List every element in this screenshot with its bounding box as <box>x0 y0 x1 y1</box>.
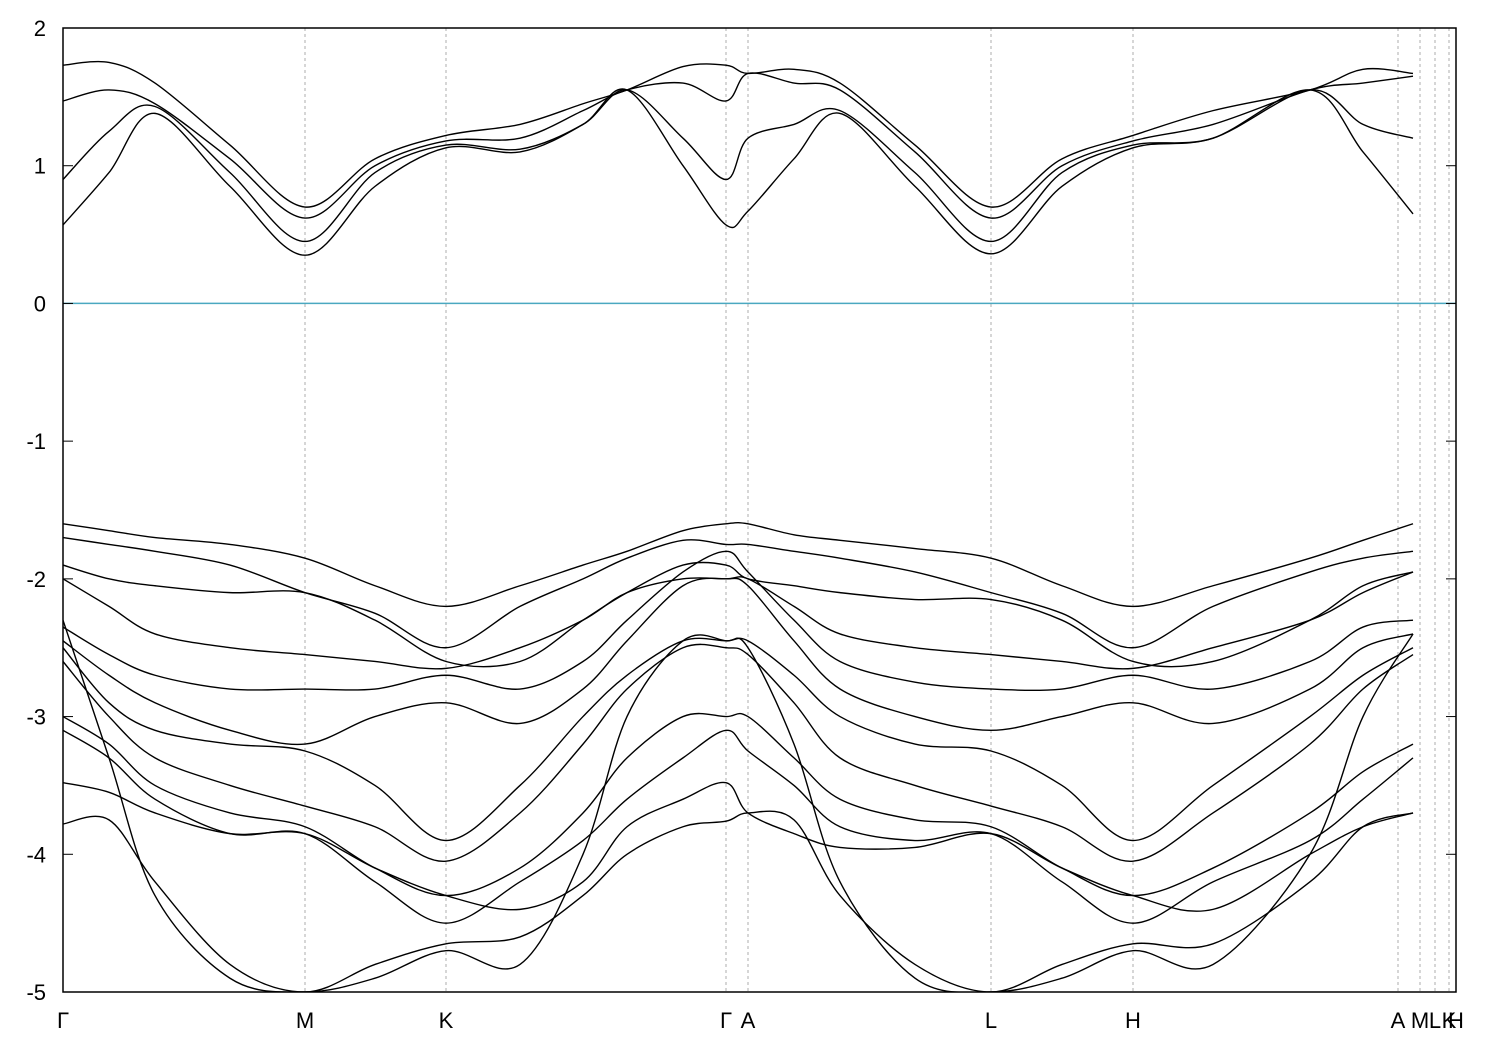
band-line <box>63 643 1414 862</box>
band-line <box>63 72 1414 219</box>
x-tick-label: K <box>1442 1008 1457 1033</box>
x-tick-label: Γ <box>57 1008 69 1033</box>
y-tick-label: 2 <box>34 16 46 41</box>
band-line <box>63 577 1414 746</box>
y-tick-label: -1 <box>26 429 46 454</box>
band-line <box>63 810 1414 992</box>
band-line <box>63 781 1414 912</box>
band-line <box>63 60 1414 208</box>
x-tick-label: Γ <box>720 1008 732 1033</box>
y-tick-label: -3 <box>26 705 46 730</box>
band-line <box>63 550 1414 692</box>
band-line <box>63 88 1414 256</box>
band-line <box>63 536 1414 649</box>
x-tick-label: M <box>296 1008 314 1033</box>
x-tick-label: A <box>1391 1008 1406 1033</box>
band-line <box>63 712 1414 897</box>
band-line <box>63 729 1414 924</box>
band-line <box>63 619 1414 992</box>
x-tick-label: H <box>1125 1008 1141 1033</box>
plot-frame <box>62 27 1457 993</box>
x-tick-label: K <box>439 1008 454 1033</box>
y-tick-label: -4 <box>26 842 46 867</box>
band-line <box>63 89 1414 243</box>
grid <box>62 28 1457 992</box>
y-tick-label: -2 <box>26 567 46 592</box>
band-line <box>63 521 1414 608</box>
bands <box>63 60 1414 992</box>
band-line <box>63 561 1414 668</box>
y-tick-label: 1 <box>34 154 46 179</box>
y-tick-label: -5 <box>26 980 46 1005</box>
x-tick-label: L <box>1429 1008 1441 1033</box>
x-tick-label: M <box>1411 1008 1429 1033</box>
x-tick-label: H <box>1448 1008 1464 1033</box>
x-tick-label: A <box>741 1008 756 1033</box>
y-tick-label: 0 <box>34 291 46 316</box>
x-tick-label: L <box>985 1008 997 1033</box>
